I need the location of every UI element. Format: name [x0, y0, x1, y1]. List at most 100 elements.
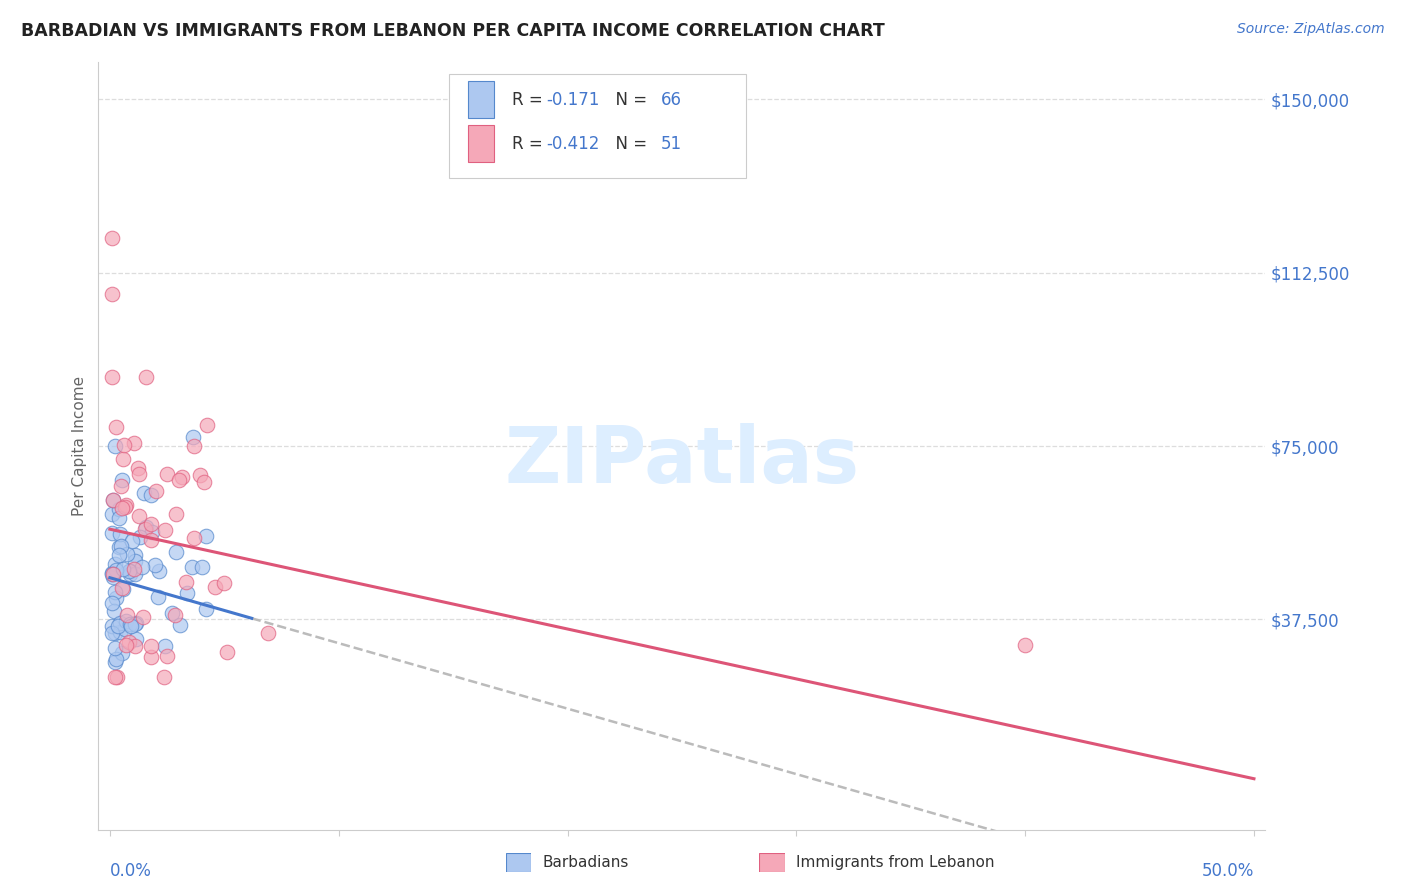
- Point: [104, 655, 127, 669]
- Point: [156, 649, 179, 664]
- Text: ZIPatlas: ZIPatlas: [505, 424, 859, 500]
- Point: [180, 560, 202, 574]
- Point: [103, 567, 125, 582]
- Point: [183, 439, 205, 453]
- Point: [153, 639, 176, 653]
- Point: [107, 511, 129, 525]
- Point: [183, 532, 205, 546]
- Point: [165, 608, 187, 623]
- Point: [114, 500, 136, 515]
- FancyBboxPatch shape: [468, 126, 494, 162]
- Text: 50.0%: 50.0%: [1202, 862, 1254, 880]
- Point: [124, 436, 146, 450]
- Point: [103, 492, 125, 507]
- Point: [110, 479, 132, 493]
- Point: [215, 645, 238, 659]
- Point: [195, 602, 218, 616]
- Point: [141, 524, 163, 539]
- Point: [104, 670, 127, 684]
- Point: [148, 565, 170, 579]
- Point: [103, 439, 125, 453]
- Point: [128, 530, 150, 544]
- Point: [257, 625, 280, 640]
- Point: [103, 604, 125, 618]
- Point: [114, 498, 136, 512]
- Point: [115, 638, 138, 652]
- Point: [104, 651, 127, 665]
- Point: [169, 618, 191, 632]
- Text: R =: R =: [512, 91, 547, 109]
- Point: [101, 569, 124, 583]
- Point: [108, 541, 131, 555]
- Point: [165, 545, 187, 559]
- Point: [153, 524, 176, 538]
- Point: [110, 540, 132, 554]
- Point: [135, 369, 157, 384]
- Text: 0.0%: 0.0%: [110, 862, 152, 880]
- Point: [111, 581, 134, 595]
- Point: [108, 502, 131, 516]
- Point: [107, 619, 129, 633]
- Point: [127, 460, 149, 475]
- Point: [204, 581, 226, 595]
- Text: -0.412: -0.412: [547, 135, 600, 153]
- Point: [134, 522, 156, 536]
- Point: [111, 500, 134, 515]
- Point: [104, 564, 127, 578]
- Point: [112, 562, 135, 576]
- Point: [174, 574, 197, 589]
- Point: [120, 564, 142, 578]
- Point: [111, 473, 134, 487]
- Point: [193, 475, 215, 489]
- Point: [117, 564, 139, 578]
- Point: [120, 619, 142, 633]
- Point: [118, 617, 141, 632]
- Point: [176, 586, 198, 600]
- Point: [141, 640, 163, 654]
- Y-axis label: Per Capita Income: Per Capita Income: [72, 376, 87, 516]
- Point: [115, 607, 138, 622]
- Point: [122, 562, 145, 576]
- Text: N =: N =: [605, 91, 652, 109]
- Point: [1014, 638, 1036, 652]
- Point: [105, 670, 128, 684]
- Point: [111, 582, 134, 596]
- Point: [118, 635, 141, 649]
- Point: [101, 567, 124, 582]
- Text: Source: ZipAtlas.com: Source: ZipAtlas.com: [1237, 22, 1385, 37]
- Point: [124, 640, 146, 654]
- Text: 66: 66: [661, 91, 682, 109]
- Point: [101, 626, 124, 640]
- Point: [101, 526, 124, 541]
- Point: [124, 553, 146, 567]
- Point: [108, 615, 131, 630]
- Point: [103, 626, 125, 640]
- Point: [125, 616, 148, 631]
- Point: [101, 369, 124, 384]
- Point: [143, 558, 166, 572]
- Point: [139, 488, 162, 502]
- Point: [114, 623, 136, 637]
- Point: [212, 576, 235, 591]
- Point: [124, 566, 146, 581]
- Point: [132, 485, 155, 500]
- Point: [108, 625, 131, 640]
- Point: [124, 548, 146, 562]
- Point: [114, 614, 136, 628]
- Text: R =: R =: [512, 135, 547, 153]
- Point: [101, 231, 124, 245]
- Point: [191, 559, 214, 574]
- Text: -0.171: -0.171: [547, 91, 600, 109]
- Point: [135, 520, 157, 534]
- Point: [108, 527, 131, 541]
- Point: [170, 470, 193, 484]
- Text: N =: N =: [605, 135, 652, 153]
- Point: [165, 507, 187, 521]
- Point: [167, 473, 190, 487]
- Point: [104, 557, 127, 571]
- Text: BARBADIAN VS IMMIGRANTS FROM LEBANON PER CAPITA INCOME CORRELATION CHART: BARBADIAN VS IMMIGRANTS FROM LEBANON PER…: [21, 22, 884, 40]
- FancyBboxPatch shape: [468, 81, 494, 118]
- Point: [128, 508, 150, 523]
- Point: [188, 468, 211, 483]
- Point: [131, 560, 153, 574]
